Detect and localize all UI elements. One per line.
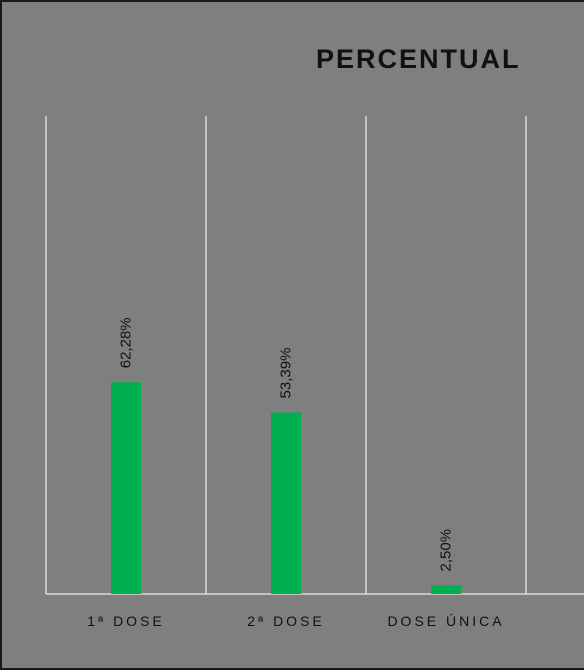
tick-label: DOSE ÚNICA: [387, 613, 504, 629]
tick-label: 1ª DOSE: [87, 613, 165, 629]
chart-title: PERCENTUAL: [316, 44, 521, 74]
data-label: 62,28%: [118, 317, 135, 368]
bar: [111, 382, 141, 594]
bar: [431, 585, 461, 594]
bar: [271, 412, 301, 594]
data-label: 53,39%: [278, 348, 295, 399]
data-label: 2,50%: [438, 529, 455, 572]
tick-label: 2ª DOSE: [247, 613, 325, 629]
